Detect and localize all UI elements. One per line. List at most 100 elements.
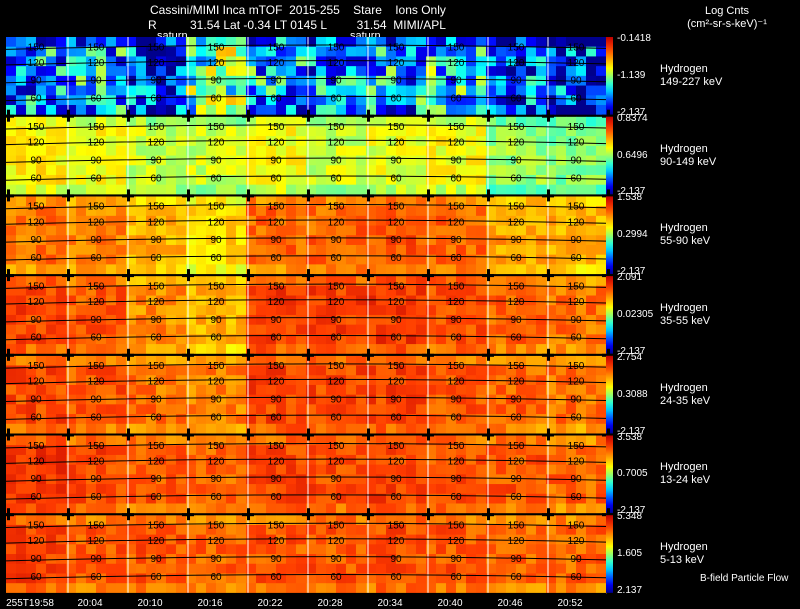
heat-cell [396, 375, 407, 386]
heat-cell [346, 37, 357, 48]
heat-cell [406, 264, 417, 275]
heat-cell [446, 515, 457, 526]
heat-cell [356, 145, 367, 157]
heat-cell [586, 136, 597, 147]
heat-cell [226, 314, 237, 326]
heat-cell [176, 324, 187, 335]
heat-cell [286, 414, 297, 425]
heat-cell [146, 474, 157, 485]
heat-cell [586, 375, 597, 386]
heat-cell [596, 225, 607, 236]
pitch-angle-label: 120 [448, 138, 465, 149]
heat-cell [416, 344, 427, 355]
heat-cell [96, 196, 107, 207]
heat-cell [556, 56, 567, 67]
heat-cell [406, 46, 417, 58]
heat-cell [156, 206, 167, 217]
heat-cell [496, 314, 507, 326]
heat-cell [506, 344, 517, 355]
heat-cell [476, 285, 487, 297]
heat-cell [126, 445, 137, 456]
heat-cell [306, 394, 317, 405]
heat-cell [336, 573, 347, 584]
heat-cell [56, 423, 67, 435]
heat-cell [306, 375, 317, 386]
heat-cell [316, 136, 327, 147]
heat-cell [246, 174, 257, 186]
heat-cell [436, 126, 447, 137]
heat-cell [446, 305, 457, 316]
heat-cell [516, 445, 527, 456]
heat-cell [306, 544, 317, 555]
heat-cell [436, 244, 447, 256]
pitch-angle-label: 60 [210, 572, 222, 583]
heat-cell [256, 384, 267, 396]
heat-cell [496, 305, 507, 316]
heat-cell [216, 46, 227, 58]
heat-cell [516, 145, 527, 157]
pitch-angle-label: 150 [388, 122, 405, 133]
heat-cell [396, 196, 407, 207]
heat-cell [586, 206, 597, 217]
heat-cell [356, 563, 367, 575]
pitch-angle-label: 120 [88, 217, 105, 228]
heat-cell [496, 324, 507, 335]
heat-cell [126, 285, 137, 297]
heat-cell [286, 295, 297, 306]
heat-cell [206, 75, 217, 87]
heat-cell [466, 414, 477, 425]
colorbar-max-label: 1.538 [617, 192, 643, 204]
heat-cell [406, 95, 417, 106]
heat-cell [586, 276, 597, 287]
heat-cell [446, 116, 457, 128]
heat-cell [346, 116, 357, 128]
heat-cell [276, 583, 287, 594]
heat-cell [36, 136, 47, 147]
heat-cell [166, 324, 177, 335]
heat-cell [66, 136, 77, 147]
heat-cell [46, 324, 57, 335]
heat-cell [56, 573, 67, 584]
heat-cell [86, 165, 97, 176]
heat-cell [596, 56, 607, 67]
heat-cell [346, 244, 357, 256]
heat-cell [296, 583, 307, 594]
pitch-angle-label: 60 [210, 94, 222, 105]
heat-cell [316, 276, 327, 287]
heat-cell [316, 85, 327, 96]
heat-cell [286, 445, 297, 456]
heat-cell [376, 37, 387, 48]
heat-cell [26, 215, 37, 227]
heat-cell [336, 196, 347, 207]
heat-cell [376, 75, 387, 87]
heat-cell [486, 126, 497, 137]
heat-cell [196, 563, 207, 575]
heat-cell [376, 126, 387, 137]
heat-cell [316, 196, 327, 207]
heat-cell [566, 305, 577, 316]
heat-cell [316, 235, 327, 246]
heat-cell [526, 126, 537, 137]
heat-cell [366, 544, 377, 555]
heat-cell [326, 56, 337, 67]
heat-cell [566, 544, 577, 555]
heat-cell [176, 484, 187, 495]
heat-cell [406, 454, 417, 466]
heat-cell [366, 404, 377, 415]
pitch-angle-label: 90 [270, 155, 282, 166]
pitch-angle-label: 150 [88, 441, 105, 452]
heat-cell [316, 464, 327, 475]
heat-cell [246, 56, 257, 67]
heat-cell [36, 334, 47, 345]
heat-cell [156, 85, 167, 96]
heat-cell [356, 184, 367, 195]
heat-cell [416, 145, 427, 157]
heat-cell [366, 215, 377, 227]
heat-cell [556, 95, 567, 106]
heat-cell [176, 305, 187, 316]
heat-cell [416, 285, 427, 297]
heat-cell [576, 95, 587, 106]
heat-cell [546, 66, 557, 77]
heat-cell [356, 276, 367, 287]
heat-cell [566, 524, 577, 536]
